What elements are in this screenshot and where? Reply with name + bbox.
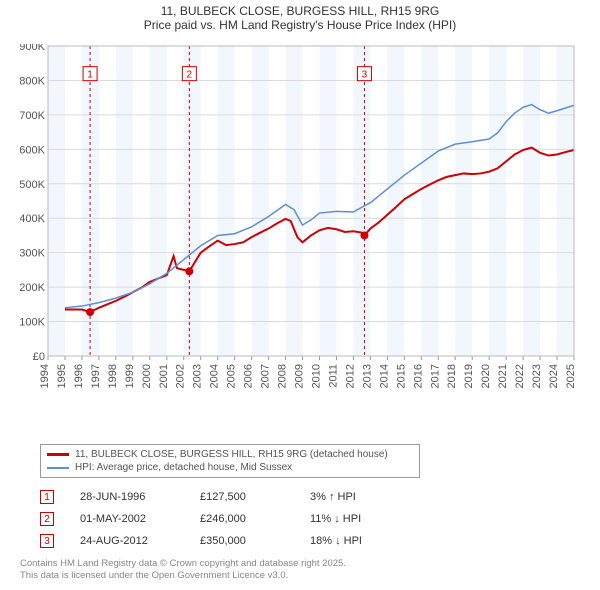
svg-text:2010: 2010 [310, 364, 322, 388]
svg-text:2005: 2005 [226, 364, 238, 388]
svg-text:2013: 2013 [361, 364, 373, 388]
svg-text:2025: 2025 [565, 364, 577, 388]
svg-text:2015: 2015 [395, 364, 407, 388]
svg-text:2012: 2012 [344, 364, 356, 388]
legend-row: 11, BULBECK CLOSE, BURGESS HILL, RH15 9R… [47, 448, 413, 461]
svg-text:2022: 2022 [514, 364, 526, 388]
svg-text:2017: 2017 [429, 364, 441, 388]
sale-hpi-delta: 3% ↑ HPI [310, 491, 420, 503]
legend-swatch [47, 467, 69, 469]
svg-text:2003: 2003 [192, 364, 204, 388]
svg-text:£900K: £900K [20, 44, 46, 53]
legend-row: HPI: Average price, detached house, Mid … [47, 461, 413, 474]
svg-text:2006: 2006 [243, 364, 255, 388]
price-chart: £0 £100K £200K £300K £400K £500K £600K £700K £80… [20, 44, 580, 404]
svg-text:2002: 2002 [175, 364, 187, 388]
sale-hpi-delta: 18% ↓ HPI [310, 535, 420, 547]
sale-hpi-delta: 11% ↓ HPI [310, 513, 420, 525]
svg-text:2011: 2011 [327, 364, 339, 388]
svg-text:£800K: £800K [20, 75, 46, 87]
svg-text:2007: 2007 [260, 364, 272, 388]
svg-text:2000: 2000 [141, 364, 153, 388]
sale-price: £246,000 [200, 513, 310, 525]
title-line-1: 11, BULBECK CLOSE, BURGESS HILL, RH15 9R… [0, 4, 600, 18]
sales-row: 1 28-JUN-1996£127,5003% ↑ HPI [40, 486, 420, 508]
svg-text:1995: 1995 [56, 364, 68, 388]
sales-table: 1 28-JUN-1996£127,5003% ↑ HPI 2 01-MAY-2002… [40, 486, 420, 552]
svg-text:3: 3 [362, 70, 368, 81]
title-line-2: Price paid vs. HM Land Registry's House … [0, 18, 600, 32]
sale-price: £350,000 [200, 535, 310, 547]
svg-text:£400K: £400K [20, 213, 46, 225]
svg-text:2019: 2019 [463, 364, 475, 388]
disclaimer: Contains HM Land Registry data © Crown c… [20, 558, 346, 582]
disclaimer-line-1: Contains HM Land Registry data © Crown c… [20, 558, 346, 570]
sale-date: 24-AUG-2012 [80, 535, 200, 547]
svg-text:2018: 2018 [446, 364, 458, 388]
svg-text:2023: 2023 [531, 364, 543, 388]
sale-number-box: 2 [40, 512, 54, 526]
svg-text:£100K: £100K [20, 317, 46, 329]
title-block: 11, BULBECK CLOSE, BURGESS HILL, RH15 9R… [0, 0, 600, 32]
svg-text:2008: 2008 [277, 364, 289, 388]
svg-text:1994: 1994 [39, 364, 51, 388]
svg-text:£300K: £300K [20, 248, 46, 260]
legend-swatch [47, 453, 69, 456]
svg-text:£500K: £500K [20, 179, 46, 191]
sale-price: £127,500 [200, 491, 310, 503]
svg-text:2016: 2016 [412, 364, 424, 388]
legend: 11, BULBECK CLOSE, BURGESS HILL, RH15 9R… [40, 444, 420, 478]
sales-row: 2 01-MAY-2002£246,00011% ↓ HPI [40, 508, 420, 530]
svg-text:£600K: £600K [20, 144, 46, 156]
svg-text:1: 1 [87, 70, 93, 81]
legend-label: HPI: Average price, detached house, Mid … [75, 462, 292, 473]
legend-label: 11, BULBECK CLOSE, BURGESS HILL, RH15 9R… [75, 449, 388, 460]
sales-row: 3 24-AUG-2012£350,00018% ↓ HPI [40, 530, 420, 552]
sale-date: 01-MAY-2002 [80, 513, 200, 525]
sale-date: 28-JUN-1996 [80, 491, 200, 503]
svg-text:2: 2 [187, 70, 193, 81]
sale-number-box: 1 [40, 490, 54, 504]
svg-text:£0: £0 [33, 351, 45, 363]
svg-text:1997: 1997 [90, 364, 102, 388]
svg-text:£200K: £200K [20, 282, 46, 294]
disclaimer-line-2: This data is licensed under the Open Gov… [20, 570, 346, 582]
svg-text:£700K: £700K [20, 110, 46, 122]
svg-text:2004: 2004 [209, 364, 221, 388]
svg-text:2001: 2001 [158, 364, 170, 388]
svg-text:1999: 1999 [124, 364, 136, 388]
svg-text:2020: 2020 [480, 364, 492, 388]
sale-number-box: 3 [40, 534, 54, 548]
svg-text:2021: 2021 [497, 364, 509, 388]
svg-text:2014: 2014 [378, 364, 390, 388]
svg-text:2009: 2009 [294, 364, 306, 388]
svg-text:2024: 2024 [548, 364, 560, 388]
svg-text:1998: 1998 [107, 364, 119, 388]
svg-text:1996: 1996 [73, 364, 85, 388]
